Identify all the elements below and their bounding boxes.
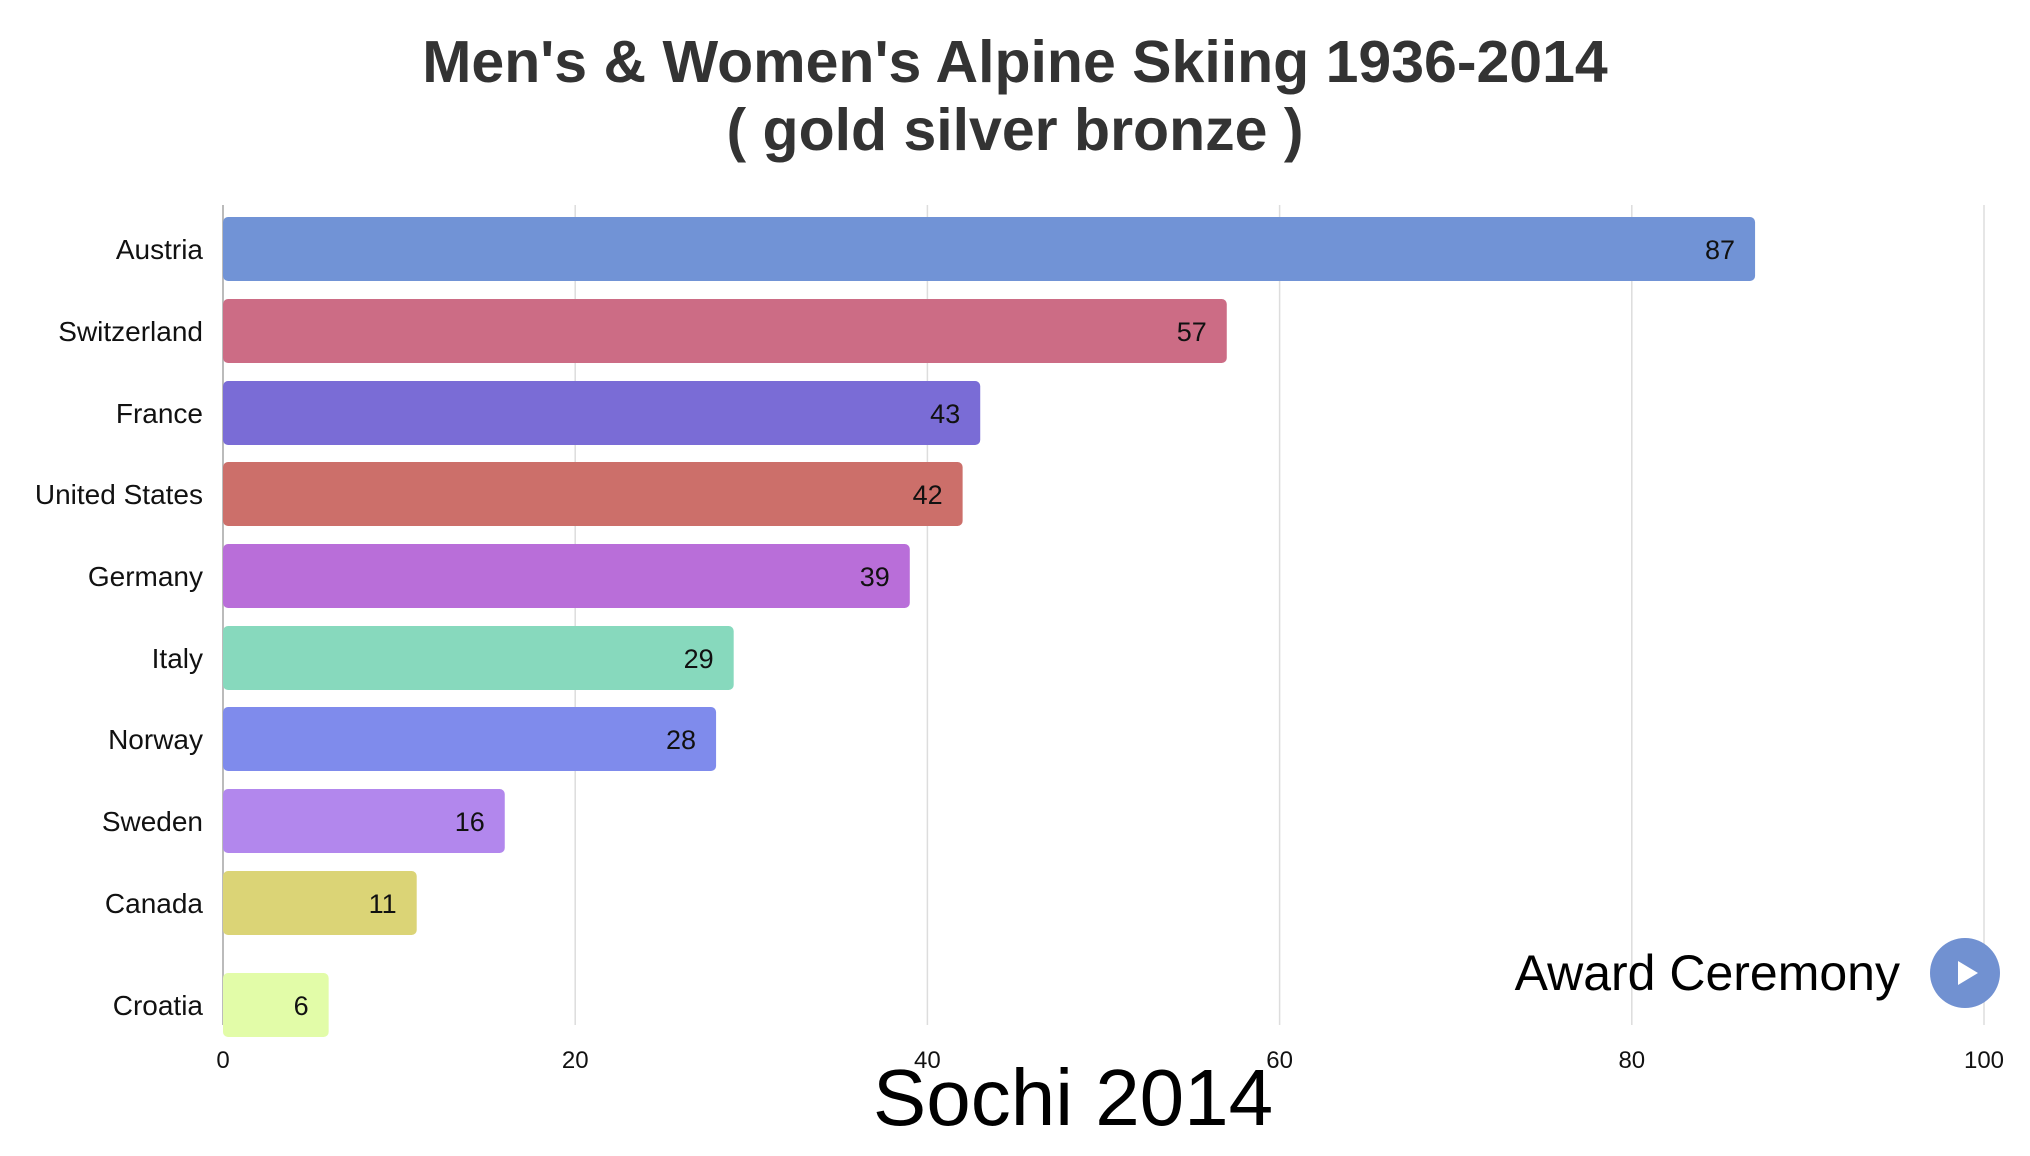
value-label: 29 [684,644,714,674]
bar [223,299,1227,363]
play-button[interactable] [1930,938,2000,1008]
category-label: Sweden [102,806,203,837]
value-label: 57 [1177,317,1207,347]
bars: Austria 87 Switzerland 57 France 43 United Sta… [35,217,1756,1037]
bar [223,973,329,1037]
bar [223,217,1756,281]
bar [223,626,734,690]
bar [223,544,910,608]
category-label: Norway [108,724,203,755]
bar [223,789,505,853]
bar [223,707,717,771]
value-label: 39 [860,562,890,592]
value-label: 87 [1705,235,1735,265]
award-ceremony-label[interactable]: Award Ceremony [1514,945,1900,1001]
value-label: 6 [294,991,309,1021]
value-label: 42 [913,480,943,510]
x-tick-label: 40 [914,1047,941,1074]
x-tick-label: 80 [1618,1047,1645,1074]
category-label: Austria [116,234,204,265]
category-label: Germany [88,561,203,592]
x-tick-label: 100 [1964,1047,2004,1074]
bar [223,381,981,445]
x-tick-label: 20 [562,1047,589,1074]
year-label: Sochi 2014 [872,1053,1274,1142]
chart-subtitle: ( gold silver bronze ) [726,97,1304,163]
bar [223,462,963,526]
x-tick-label: 60 [1266,1047,1293,1074]
award-ceremony-control[interactable]: Award Ceremony [1515,938,2000,1008]
chart-title: Men's & Women's Alpine Skiing 1936-2014 … [0,28,2030,164]
play-icon [1958,961,1978,985]
category-label: Italy [152,643,203,674]
value-label: 28 [666,725,696,755]
bar [223,871,417,935]
x-axis: 0 20 40 60 80 100 [216,1047,2004,1074]
value-label: 11 [369,889,397,919]
value-label: 16 [455,807,485,837]
category-label: Switzerland [58,316,203,347]
category-label: Canada [105,888,204,919]
category-label: France [116,398,203,429]
chart-title-main: Men's & Women's Alpine Skiing 1936-2014 [422,29,1608,95]
category-label: Croatia [113,990,204,1021]
category-label: United States [35,479,203,510]
value-label: 43 [930,399,960,429]
x-tick-label: 0 [216,1047,229,1074]
